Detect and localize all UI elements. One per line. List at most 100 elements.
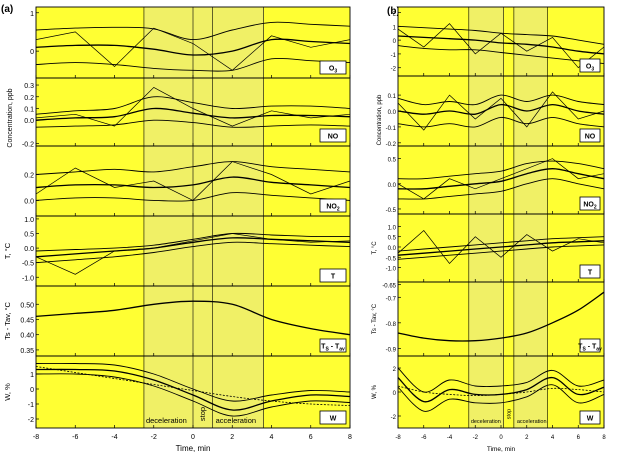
- series-line-mean: [397, 168, 605, 190]
- series-line-mean: [397, 376, 605, 403]
- y-tick-label: 0.5: [388, 236, 397, 242]
- region-label-stop: stop: [198, 407, 207, 421]
- panel-a-shared-ylabel: Concentration, ppb: [7, 88, 14, 147]
- y-tick-label: 0.0: [388, 110, 397, 116]
- y-tick-label: 0.1: [24, 106, 34, 113]
- series-line-upper: [35, 161, 351, 175]
- y-tick-label: 0: [393, 391, 397, 397]
- series-line-raw: [397, 91, 605, 131]
- subplot-ylabel: Ts - Tav, °C: [372, 303, 378, 334]
- series-line-upper: [397, 94, 605, 106]
- y-tick-label: 1: [30, 372, 34, 379]
- series-line-upper: [397, 160, 605, 180]
- panel-a: 0 1 O3 -0.2 0.0 0.1 0.2 0.3 NO 0.0 0.2 NO2 -1.0 -0.5 0…: [3, 6, 352, 453]
- y-tick-label: 0.0: [388, 183, 397, 189]
- x-tick-label: -6: [72, 434, 78, 441]
- region-acceleration-shade: [513, 7, 548, 428]
- subplot-tag-box: [319, 128, 347, 143]
- subplot-tag-box: [319, 338, 347, 353]
- series-line-lower: [397, 384, 605, 412]
- subplot-tag: W: [587, 416, 594, 423]
- subplot-ylabel: W, %: [372, 384, 378, 399]
- subplot-ylabel: T, °C: [372, 241, 378, 255]
- series-line-upper: [397, 236, 605, 252]
- series-line-raw: [397, 158, 605, 200]
- x-tick-label: 6: [309, 434, 313, 441]
- subplot-ylabel: T, °C: [3, 242, 12, 259]
- y-tick-label: -2: [391, 415, 397, 421]
- x-tick-label: 4: [270, 434, 274, 441]
- series-line-mean: [397, 103, 605, 115]
- subplot-tag-box: [319, 268, 347, 283]
- subplot-tag-box: [579, 338, 601, 353]
- y-tick-label: -0.1: [386, 126, 397, 132]
- y-tick-label: -0.5: [386, 208, 397, 214]
- y-tick-label: 1: [30, 11, 34, 18]
- subplot-no2: -0.5 0.0 0.5 NO2: [386, 145, 605, 215]
- subplot-tag-box: [579, 128, 601, 143]
- subplot-tag-box: [319, 60, 347, 75]
- region-label-acceleration: acceleration: [517, 419, 547, 425]
- region-acceleration-shade: [212, 7, 264, 428]
- y-tick-label: 1.0: [388, 225, 397, 231]
- panel-b: -2 -1 0 1 2 O3 -0.2 -0.1 0.0 0.1 NO -0.5 0.0 0.5 NO2 -1…: [372, 6, 606, 453]
- region-deceleration-shade: [143, 7, 213, 428]
- series-line-trend: [35, 366, 351, 406]
- subplot-tag-box: [579, 264, 601, 279]
- series-line-lower: [35, 119, 351, 128]
- y-tick-label: -0.7: [386, 296, 397, 302]
- region-label-acceleration: acceleration: [216, 416, 256, 425]
- series-line-lower: [397, 45, 605, 65]
- x-tick-label: -8: [395, 435, 401, 441]
- y-tick-label: 0: [393, 39, 397, 45]
- subplot-w: -2 -1 0 1 W W, %: [3, 355, 351, 429]
- series-line-upper: [397, 367, 605, 393]
- series-line-lower: [35, 57, 351, 72]
- series-line-mean: [35, 176, 351, 189]
- x-tick-label: -8: [33, 434, 39, 441]
- x-tick-label: -2: [473, 435, 479, 441]
- subplot-t: -1.0 -0.5 0.0 0.5 1.0 T T, °C: [372, 213, 605, 283]
- x-tick-label: 8: [348, 434, 352, 441]
- y-tick-label: 0.5: [388, 158, 397, 164]
- y-tick-label: 1: [393, 25, 397, 31]
- y-tick-label: -1.0: [386, 267, 397, 273]
- y-tick-label: -0.2: [386, 142, 397, 148]
- series-line-raw: [35, 161, 351, 201]
- x-tick-label: -2: [151, 434, 157, 441]
- subplot-ylabel: Ts - Tav, °C: [3, 302, 12, 340]
- y-tick-label: 0.35: [20, 348, 34, 355]
- subplot-ylabel: W, %: [3, 383, 12, 401]
- y-tick-label: 0.50: [20, 302, 34, 309]
- series-line-lower: [397, 244, 605, 260]
- y-tick-label: 0.2: [24, 173, 34, 180]
- y-tick-label: 0.0: [24, 198, 34, 205]
- y-tick-label: -0.2: [22, 142, 34, 149]
- x-tick-label: -4: [447, 435, 453, 441]
- panel-a-label: (a): [1, 4, 13, 15]
- y-tick-label: -1.0: [22, 275, 34, 282]
- region-label-deceleration: deceleration: [146, 416, 187, 425]
- y-tick-label: 2: [393, 12, 397, 18]
- region-label-deceleration: deceleration: [471, 419, 501, 425]
- y-tick-label: -0.65: [382, 284, 396, 290]
- subplot-tag: TS - Tav: [578, 344, 602, 353]
- series-line-mean: [35, 368, 351, 411]
- series-line-mean: [397, 291, 605, 342]
- x-tick-label: -4: [111, 434, 117, 441]
- y-tick-label: -1: [391, 53, 397, 59]
- series-line-lower: [397, 116, 605, 128]
- subplot-ts-tav: -0.9 -0.8 -0.7 -0.65 TS - Tav Ts - Tav, °C: [372, 281, 605, 357]
- subplot-tag-box: [579, 410, 601, 425]
- series-line-raw: [35, 86, 351, 127]
- subplot-tag: NO: [585, 134, 596, 141]
- series-line-lower: [35, 241, 351, 264]
- series-line-upper: [35, 232, 351, 252]
- subplot-tag: O3: [586, 64, 594, 73]
- y-tick-label: 0.0: [24, 246, 34, 253]
- series-line-upper: [35, 21, 351, 41]
- series-line-raw: [35, 233, 351, 275]
- y-tick-label: 0: [30, 387, 34, 394]
- series-line-upper: [35, 362, 351, 402]
